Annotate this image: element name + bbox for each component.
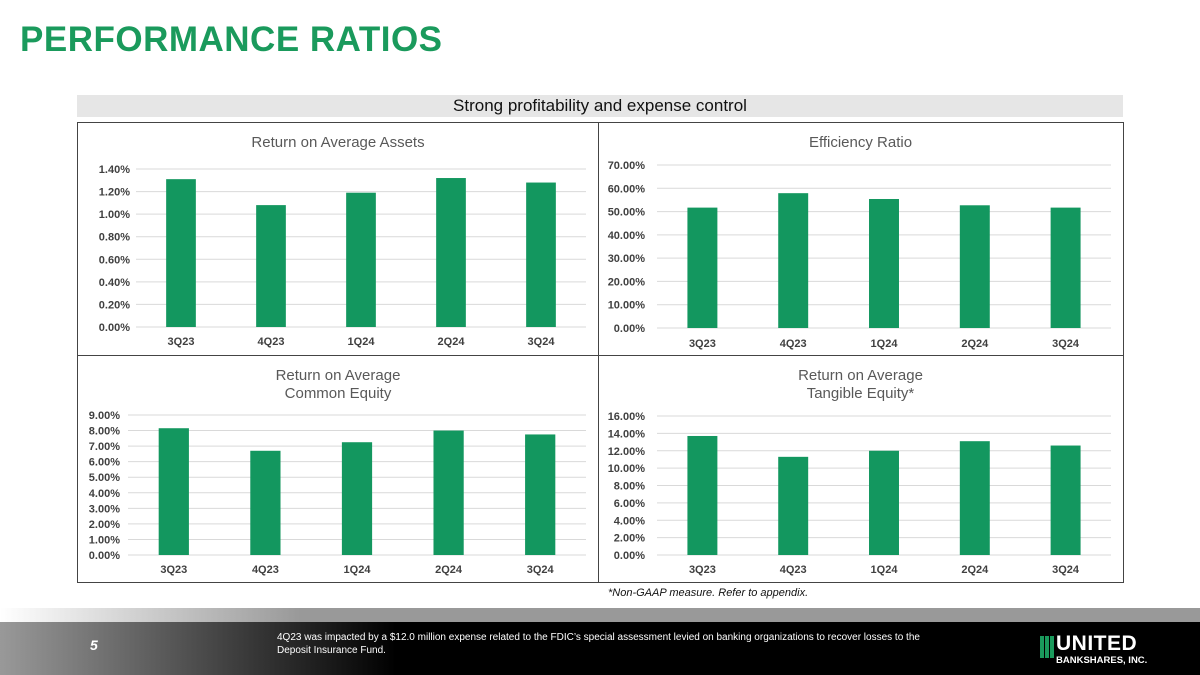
bar-2q24 <box>436 178 466 327</box>
bar-1q24 <box>341 442 373 555</box>
y-tick-label: 30.00% <box>608 253 646 265</box>
bar-3q23 <box>687 435 718 555</box>
x-tick-label: 2Q24 <box>961 564 989 576</box>
y-tick-label: 12.00% <box>608 446 646 458</box>
x-tick-label: 2Q24 <box>438 336 466 348</box>
x-tick-label: 3Q23 <box>689 338 716 350</box>
bar-3q24 <box>1050 207 1081 328</box>
y-tick-label: 50.00% <box>608 207 646 219</box>
bar-4q23 <box>778 456 809 555</box>
x-tick-label: 4Q23 <box>780 338 807 350</box>
x-tick-label: 3Q24 <box>1052 338 1080 350</box>
y-tick-label: 40.00% <box>608 230 646 242</box>
x-tick-label: 2Q24 <box>435 564 463 576</box>
y-tick-label: 0.20% <box>99 299 130 311</box>
bar-2q24 <box>433 430 464 555</box>
y-tick-label: 0.00% <box>89 550 120 562</box>
bar-4q23 <box>250 450 281 555</box>
x-tick-label: 1Q24 <box>348 336 376 348</box>
chart-title: Common Equity <box>285 385 392 402</box>
y-tick-label: 0.60% <box>99 254 130 266</box>
chart-title: Tangible Equity* <box>807 385 915 402</box>
x-tick-label: 2Q24 <box>961 338 989 350</box>
x-tick-label: 4Q23 <box>252 564 279 576</box>
y-tick-label: 0.80% <box>99 232 130 244</box>
bar-2q24 <box>959 205 990 328</box>
y-tick-label: 1.20% <box>99 187 130 199</box>
y-tick-label: 6.00% <box>89 457 120 469</box>
divider <box>77 355 1124 356</box>
y-tick-label: 4.00% <box>614 515 645 527</box>
y-tick-label: 8.00% <box>89 426 120 438</box>
y-tick-label: 14.00% <box>608 428 646 440</box>
divider <box>598 122 599 582</box>
y-tick-label: 8.00% <box>614 481 645 493</box>
y-tick-label: 7.00% <box>89 441 120 453</box>
footer-text: 4Q23 was impacted by a $12.0 million exp… <box>277 632 920 656</box>
footer-bar <box>0 622 1200 675</box>
bar-1q24 <box>869 198 899 328</box>
footer-gradient <box>0 608 1200 622</box>
y-tick-label: 60.00% <box>608 183 646 195</box>
bar-3q23 <box>687 207 718 328</box>
y-tick-label: 0.00% <box>614 323 645 335</box>
y-tick-label: 1.00% <box>89 534 120 546</box>
y-tick-label: 10.00% <box>608 463 646 475</box>
chart-title: Return on Average <box>276 367 401 384</box>
y-tick-label: 1.40% <box>99 164 130 176</box>
x-tick-label: 3Q23 <box>168 336 195 348</box>
chart-title: Efficiency Ratio <box>809 134 912 151</box>
x-tick-label: 3Q23 <box>160 564 187 576</box>
y-tick-label: 2.00% <box>89 519 120 531</box>
y-tick-label: 4.00% <box>89 488 120 500</box>
y-tick-label: 5.00% <box>89 472 120 484</box>
y-tick-label: 20.00% <box>608 276 646 288</box>
y-tick-label: 0.40% <box>99 277 130 289</box>
bar-3q24 <box>1050 445 1081 555</box>
charts-frame <box>77 122 1124 583</box>
bar-3q24 <box>526 182 556 327</box>
bar-1q24 <box>346 192 376 327</box>
bar-4q23 <box>256 205 286 327</box>
bar-2q24 <box>959 441 990 555</box>
x-tick-label: 3Q23 <box>689 564 716 576</box>
chart-title: Return on Average <box>798 367 923 384</box>
y-tick-label: 0.00% <box>614 550 645 562</box>
logo-subtext: BANKSHARES, INC. <box>1056 655 1148 666</box>
x-tick-label: 3Q24 <box>528 336 556 348</box>
page-number: 5 <box>90 637 98 653</box>
y-tick-label: 3.00% <box>89 503 120 515</box>
y-tick-label: 10.00% <box>608 300 646 312</box>
y-tick-label: 0.00% <box>99 322 130 334</box>
bar-3q23 <box>158 428 189 555</box>
x-tick-label: 4Q23 <box>258 336 285 348</box>
y-tick-label: 70.00% <box>608 160 646 172</box>
y-tick-label: 6.00% <box>614 498 645 510</box>
bar-3q23 <box>166 179 196 327</box>
x-tick-label: 3Q24 <box>1052 564 1080 576</box>
bar-4q23 <box>778 193 809 328</box>
y-tick-label: 16.00% <box>608 411 646 423</box>
bar-3q24 <box>525 434 556 555</box>
y-tick-label: 9.00% <box>89 410 120 422</box>
y-tick-label: 2.00% <box>614 533 645 545</box>
chart-title: Return on Average Assets <box>251 134 424 151</box>
x-tick-label: 4Q23 <box>780 564 807 576</box>
chart-roaa: Return on Average Assets 0.00% 0.20% 0.40% 0… <box>99 134 586 348</box>
subtitle-banner: Strong profitability and expense control <box>77 95 1123 117</box>
bar-1q24 <box>869 450 899 555</box>
logo-text: UNITED <box>1056 632 1138 655</box>
chart-efficiency-ratio: Efficiency Ratio 0.00% 10.00% 20.00% 30.00% 4… <box>608 134 1111 350</box>
page-title: PERFORMANCE RATIOS <box>20 20 443 59</box>
x-tick-label: 1Q24 <box>871 564 899 576</box>
y-tick-label: 1.00% <box>99 209 130 221</box>
x-tick-label: 1Q24 <box>344 564 372 576</box>
logo-icon <box>1040 636 1054 658</box>
footnote: *Non-GAAP measure. Refer to appendix. <box>608 587 809 599</box>
x-tick-label: 1Q24 <box>871 338 899 350</box>
x-tick-label: 3Q24 <box>527 564 555 576</box>
